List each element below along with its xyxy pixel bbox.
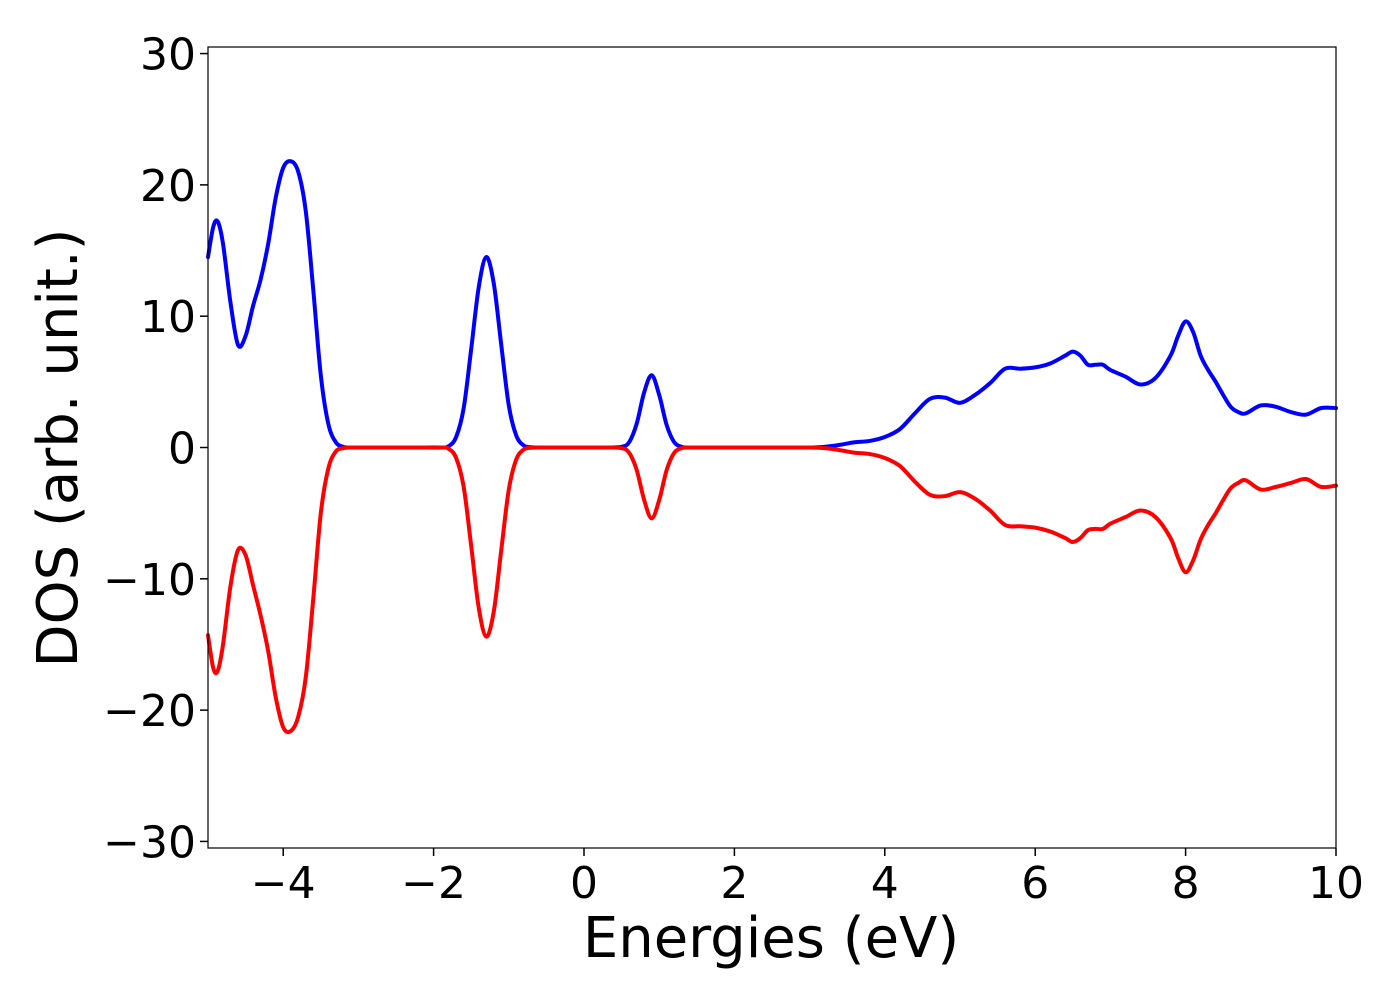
series-1-line [206, 159, 1338, 450]
x-tick-label: 6 [1021, 858, 1049, 909]
plot-lines [206, 159, 1338, 735]
series-2-line [206, 445, 1338, 735]
x-tick-label: 2 [720, 858, 748, 909]
x-tick-label: 4 [871, 858, 899, 909]
y-tick-label: 20 [140, 161, 196, 212]
x-axis: −4 −2 0 2 4 6 8 10 [251, 848, 1364, 909]
x-tick-label: −2 [401, 858, 466, 909]
x-tick-label: 8 [1172, 858, 1200, 909]
x-tick-label: −4 [251, 858, 316, 909]
y-tick-label: 30 [140, 30, 196, 81]
y-tick-label: 0 [168, 424, 196, 475]
y-axis-label: DOS (arb. unit.) [26, 228, 91, 667]
y-tick-label: −20 [103, 686, 196, 737]
y-axis: −30 −20 −10 0 10 20 30 [103, 30, 208, 868]
y-tick-label: −10 [103, 555, 196, 606]
x-tick-label: 10 [1308, 858, 1364, 909]
x-tick-label: 0 [570, 858, 598, 909]
y-tick-label: −30 [103, 817, 196, 868]
x-axis-label: Energies (eV) [583, 906, 959, 971]
y-tick-label: 10 [140, 292, 196, 343]
